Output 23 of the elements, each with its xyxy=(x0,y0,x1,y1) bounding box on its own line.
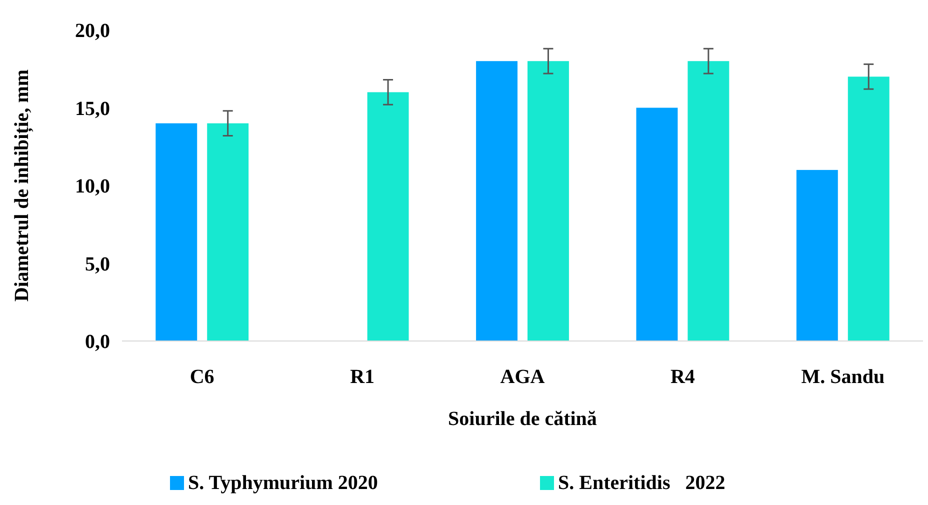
bar xyxy=(688,61,730,341)
bar xyxy=(848,76,890,341)
y-tick-label: 20,0 xyxy=(75,20,110,42)
bar xyxy=(796,170,838,341)
bar xyxy=(636,108,678,341)
y-tick-label: 15,0 xyxy=(75,98,110,120)
legend-label: S. Enteritidis 2022 xyxy=(558,472,726,494)
x-tick-label: R1 xyxy=(350,366,375,388)
bar xyxy=(367,92,409,341)
y-tick-label: 10,0 xyxy=(75,176,110,198)
y-axis-title: Diametrul de inhibiție, mm xyxy=(11,69,34,302)
bar xyxy=(207,123,249,341)
legend-label: S. Typhymurium 2020 xyxy=(188,472,378,494)
x-tick-label: R4 xyxy=(670,366,695,388)
y-tick-label: 0,0 xyxy=(85,331,110,353)
x-tick-label: C6 xyxy=(190,366,214,388)
y-tick-label: 5,0 xyxy=(85,253,110,276)
bar xyxy=(156,123,198,341)
bar xyxy=(476,61,518,341)
x-tick-label: M. Sandu xyxy=(801,366,885,388)
x-axis-title: Soiurile de cătină xyxy=(448,408,597,430)
x-tick-label: AGA xyxy=(500,366,546,388)
bar xyxy=(528,61,569,341)
